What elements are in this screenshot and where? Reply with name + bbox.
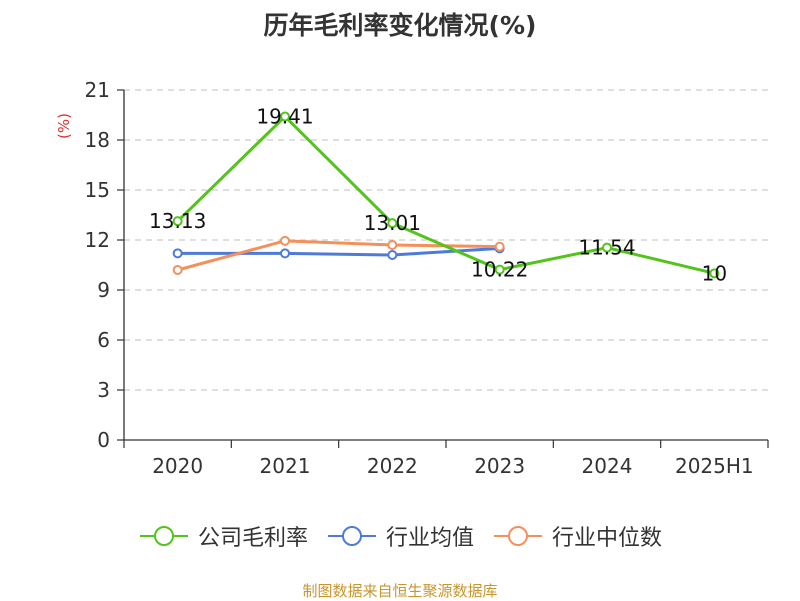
data-point [494, 241, 505, 252]
data-labels: 13.13 19.41 13.01 10.22 11.54 10 [149, 105, 727, 286]
y-tick-label: 21 [85, 78, 110, 102]
legend-marker-icon [139, 526, 188, 546]
source-note: 制图数据来自恒生聚源数据库 [302, 582, 498, 600]
x-tick-label: 2021 [260, 454, 311, 478]
y-tick-label: 0 [97, 428, 110, 452]
y-tick-label: 6 [97, 328, 110, 352]
data-point [280, 248, 290, 259]
data-point [172, 265, 183, 275]
legend-item[interactable]: 行业均值 [326, 520, 474, 552]
data-label: 13.13 [149, 209, 206, 233]
legend-label: 公司毛利率 [197, 526, 308, 551]
data-point [494, 264, 505, 275]
series-line [176, 115, 715, 275]
x-tick-label: 2025H1 [675, 454, 754, 478]
x-tick-label: 2022 [367, 454, 418, 478]
data-label: 10 [702, 261, 727, 285]
data-label: 19.41 [256, 105, 313, 129]
legend-item[interactable]: 行业中位数 [492, 520, 662, 552]
legend: 公司毛利率 行业均值 行业中位数 [0, 520, 800, 552]
legend-marker-icon [327, 526, 376, 546]
data-point [280, 111, 290, 122]
series-line [177, 246, 500, 257]
axes: 0 3 6 9 12 15 18 21 2020 2021 2022 2023 2024 2025H1 [85, 78, 769, 478]
data-point [172, 216, 183, 227]
grid-lines [124, 89, 768, 391]
data-label: 13.01 [364, 211, 421, 235]
series-lines [172, 111, 720, 279]
chart-title: 历年毛利率变化情况(%) [263, 11, 537, 40]
x-tick-label: 2020 [152, 454, 203, 478]
legend-label: 行业均值 [385, 526, 474, 551]
x-tick-label: 2023 [474, 454, 525, 478]
y-axis-label: (%) [55, 113, 73, 139]
data-label: 11.54 [578, 236, 635, 260]
y-tick-label: 9 [97, 278, 110, 302]
data-point [709, 268, 720, 279]
data-point [387, 218, 398, 229]
x-tick-label: 2024 [582, 454, 633, 478]
y-tick-label: 15 [85, 178, 110, 202]
data-point [387, 240, 398, 250]
legend-item[interactable]: 公司毛利率 [138, 520, 308, 552]
legend-marker-icon [494, 526, 542, 546]
data-point [280, 235, 290, 246]
y-tick-label: 3 [97, 378, 110, 402]
y-tick-label: 18 [85, 128, 110, 152]
legend-label: 行业中位数 [552, 526, 663, 551]
data-point [602, 242, 612, 253]
data-point [172, 248, 183, 259]
data-label: 10.22 [471, 258, 528, 282]
y-tick-label: 12 [85, 228, 110, 252]
data-point [387, 250, 398, 260]
